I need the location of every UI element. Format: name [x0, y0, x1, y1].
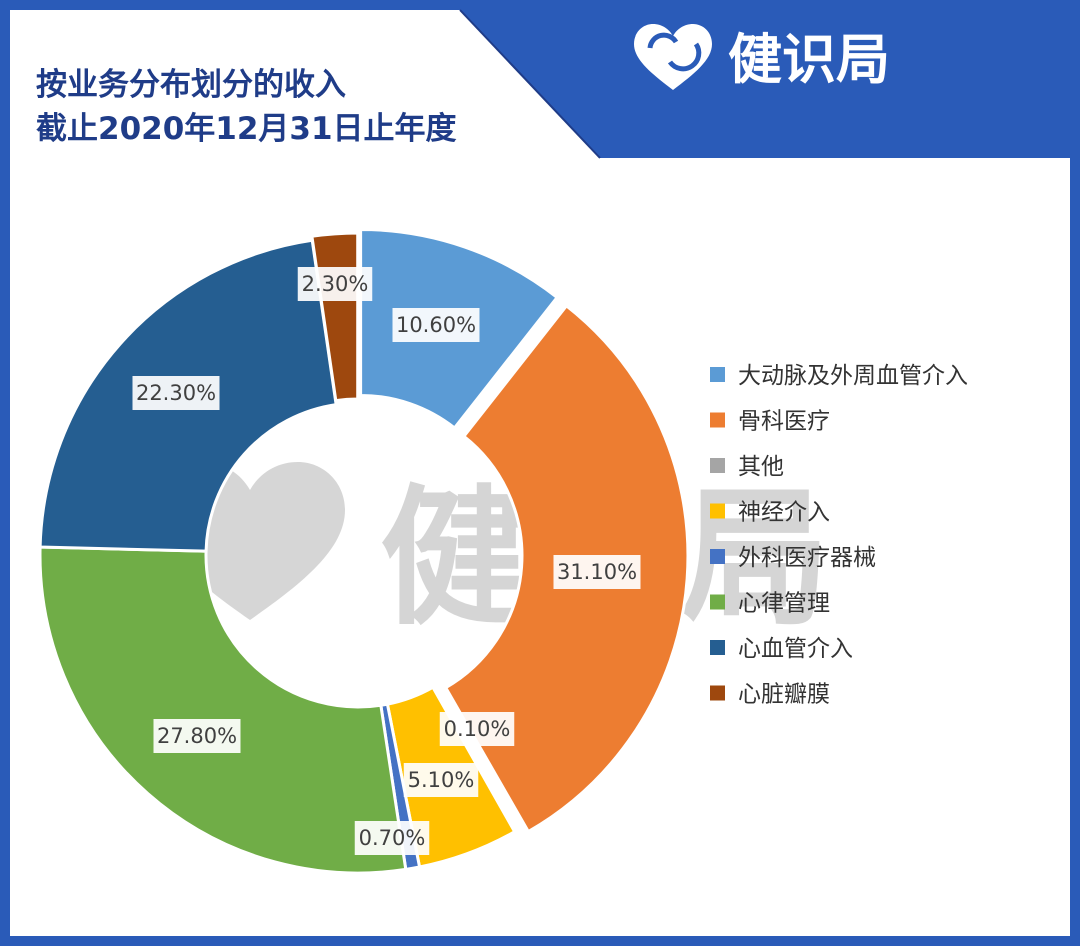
legend-label: 大动脉及外周血管介入 — [738, 363, 968, 389]
legend-item: 外科医疗器械 — [710, 545, 876, 571]
data-label-text: 10.60% — [396, 313, 476, 337]
data-label-box — [392, 308, 480, 342]
data-label: 5.10% — [403, 763, 479, 797]
donut-slice — [38, 545, 408, 875]
data-label-box — [354, 821, 430, 855]
legend-label: 外科医疗器械 — [738, 545, 876, 571]
legend-item: 心脏瓣膜 — [710, 682, 830, 708]
legend-label: 其他 — [738, 454, 784, 480]
data-label: 0.10% — [439, 712, 515, 746]
data-label-text: 0.70% — [359, 826, 426, 850]
data-label-box — [153, 719, 241, 753]
data-label-box — [297, 267, 373, 301]
legend-item: 心血管介入 — [710, 636, 853, 662]
legend-label: 心脏瓣膜 — [738, 682, 830, 708]
legend-label: 神经介入 — [738, 500, 830, 526]
data-label-text: 27.80% — [157, 724, 237, 748]
data-label: 31.10% — [553, 555, 641, 589]
data-label-text: 2.30% — [302, 272, 369, 296]
title-line-1: 按业务分布划分的收入 — [36, 67, 346, 103]
brand-logo: 健识局 — [634, 24, 890, 91]
data-label-box — [439, 712, 515, 746]
data-label-box — [553, 555, 641, 589]
legend-swatch — [710, 367, 725, 382]
data-label: 22.30% — [132, 376, 220, 410]
legend-swatch — [710, 594, 725, 610]
legend-swatch — [710, 458, 725, 473]
legend-swatch — [710, 640, 725, 655]
data-label-box — [403, 763, 479, 797]
heart-arrows-icon — [634, 24, 712, 90]
legend-item: 大动脉及外周血管介入 — [710, 363, 968, 389]
legend-item: 其他 — [710, 454, 784, 480]
legend-item: 骨科医疗 — [710, 409, 830, 435]
legend-swatch — [710, 685, 725, 701]
data-label: 27.80% — [153, 719, 241, 753]
data-label-box — [132, 376, 220, 410]
legend-item: 心律管理 — [710, 591, 830, 617]
title-line-2: 截止2020年12月31日止年度 — [36, 111, 457, 147]
data-label: 2.30% — [297, 267, 373, 301]
header-divider — [459, 9, 601, 159]
legend-swatch — [710, 549, 725, 564]
legend-label: 心血管介入 — [738, 636, 853, 662]
data-label: 10.60% — [392, 308, 480, 342]
data-label-text: 31.10% — [557, 560, 637, 584]
legend-item: 神经介入 — [710, 500, 830, 526]
legend-label: 骨科医疗 — [738, 409, 830, 435]
data-label: 0.70% — [354, 821, 430, 855]
data-labels: 10.60% 31.10% 0.10% 5.10% 0.70% 27.80% 22.30% 2… — [132, 267, 641, 855]
data-label-text: 0.10% — [444, 717, 511, 741]
legend-label: 心律管理 — [738, 591, 830, 617]
data-label-text: 5.10% — [408, 768, 475, 792]
brand-name: 健识局 — [728, 28, 890, 91]
legend-swatch — [710, 503, 725, 519]
data-label-text: 22.30% — [136, 381, 216, 405]
legend-swatch — [710, 412, 725, 428]
